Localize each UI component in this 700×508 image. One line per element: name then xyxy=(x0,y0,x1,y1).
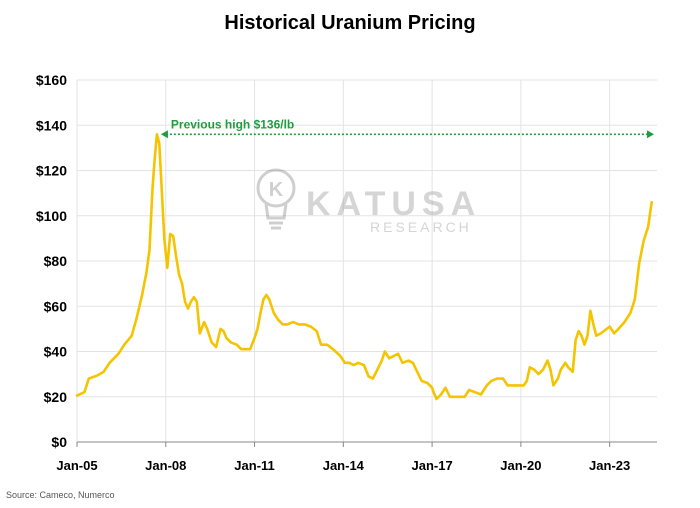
annotation-arrowhead-left xyxy=(160,130,168,139)
y-tick-label: $160 xyxy=(36,72,67,88)
series-line xyxy=(75,133,653,401)
y-tick-label: $0 xyxy=(51,434,67,450)
x-tick-label: Jan-20 xyxy=(500,458,541,473)
x-tick-label: Jan-05 xyxy=(56,458,97,473)
y-tick-label: $80 xyxy=(44,253,68,269)
lightbulb-logo-icon: K xyxy=(256,168,296,230)
annotation-label: Previous high $136/lb xyxy=(171,117,294,131)
watermark: K KATUSA RESEARCH xyxy=(256,168,481,235)
watermark-line2: RESEARCH xyxy=(370,219,472,235)
axes-layer: $0 $20 $40 $60 $80 $100 $120 $140 $160 Jan-05 Jan-… xyxy=(36,72,657,473)
annotation-arrowhead-right xyxy=(647,130,655,139)
y-tick-label: $40 xyxy=(44,344,68,360)
x-tick-label: Jan-11 xyxy=(234,458,274,473)
watermark-line1: KATUSA xyxy=(306,185,481,223)
source-note: Source: Cameco, Numerco xyxy=(6,490,115,500)
series-layer xyxy=(75,133,653,401)
y-tick-label: $20 xyxy=(44,389,68,405)
x-tick-label: Jan-08 xyxy=(145,458,186,473)
x-tick-label: Jan-23 xyxy=(589,458,630,473)
chart-title: Historical Uranium Pricing xyxy=(224,12,476,34)
x-tick-label: Jan-14 xyxy=(323,458,365,473)
x-tick-label: Jan-17 xyxy=(412,458,453,473)
annotation-layer: Previous high $136/lb xyxy=(160,117,655,139)
y-tick-label: $140 xyxy=(36,117,67,133)
y-tick-label: $120 xyxy=(36,163,67,179)
y-tick-label: $60 xyxy=(44,298,68,314)
y-tick-label: $100 xyxy=(36,208,67,224)
watermark-monogram: K xyxy=(269,179,284,201)
